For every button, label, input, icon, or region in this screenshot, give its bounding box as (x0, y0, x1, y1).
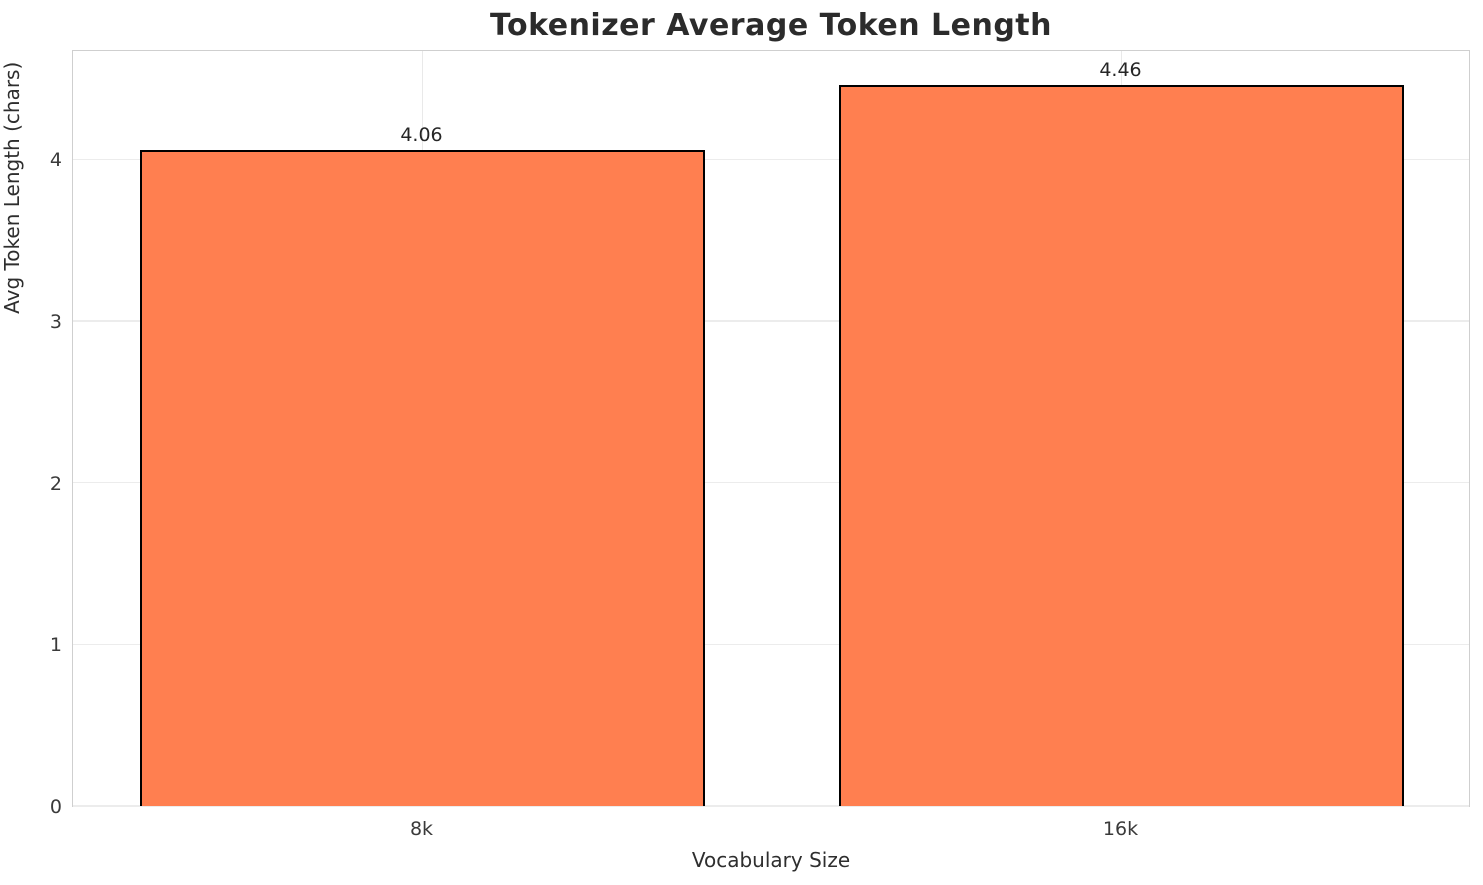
y-axis-label: Avg Token Length (chars) (0, 61, 24, 314)
gridline-horizontal (73, 643, 1469, 646)
bar-8k (140, 149, 705, 806)
chart-title: Tokenizer Average Token Length (489, 8, 1052, 43)
y-tick-label: 4 (49, 149, 62, 172)
x-axis-label: Vocabulary Size (691, 848, 851, 872)
y-tick-label: 0 (49, 796, 62, 818)
gridline-horizontal (73, 481, 1469, 484)
plot-area (72, 50, 1470, 807)
y-tick-label: 1 (49, 634, 62, 657)
y-tick-label: 3 (49, 311, 62, 334)
bar-value-label: 4.06 (400, 123, 443, 146)
bar-16k (839, 85, 1404, 806)
x-tick-label: 16k (1102, 818, 1139, 840)
gridline-horizontal (73, 158, 1469, 161)
bar-value-label: 4.46 (1099, 59, 1142, 82)
gridline-horizontal (73, 805, 1469, 807)
y-tick-label: 2 (49, 472, 62, 495)
gridline-horizontal (73, 320, 1469, 322)
x-tick-label: 8k (409, 818, 434, 840)
